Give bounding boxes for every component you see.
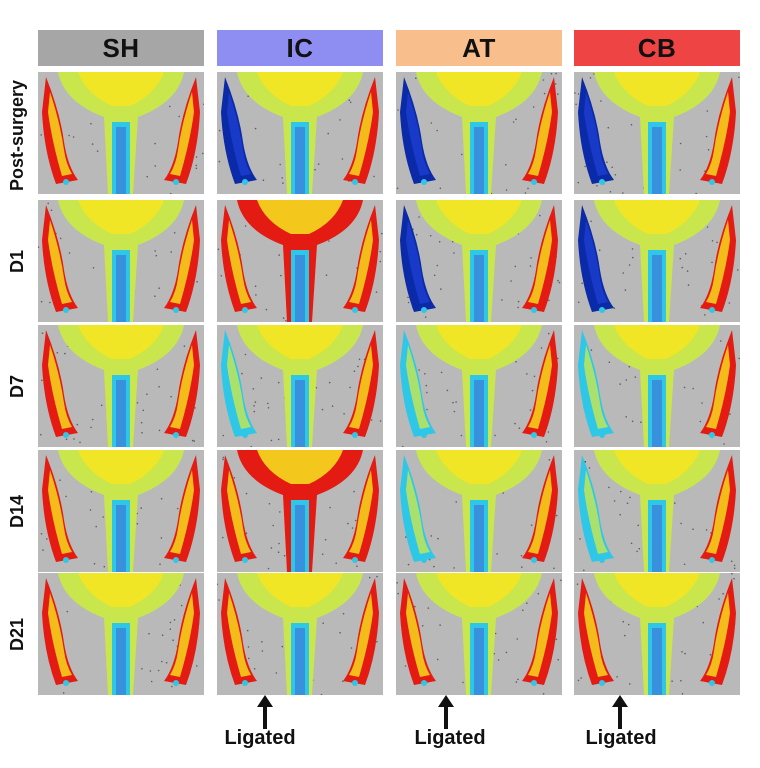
column-header-sh: SH xyxy=(38,30,204,66)
column-label: IC xyxy=(286,32,314,63)
thermal-image-at-d21 xyxy=(396,573,562,695)
row-label-d21: D21 xyxy=(7,617,28,651)
thermal-image-ic-d14 xyxy=(217,450,383,572)
thermal-image-sh-d21 xyxy=(38,573,204,695)
ligated-label-cb: Ligated xyxy=(585,727,657,749)
row-label-d1: D1 xyxy=(7,249,28,273)
column-label: CB xyxy=(637,32,677,63)
column-header-cb: CB xyxy=(574,30,740,66)
arrow-up-icon-cb xyxy=(612,695,628,729)
thermal-image-cb-post-surgery xyxy=(574,72,740,194)
thermal-image-ic-d1 xyxy=(217,200,383,322)
thermal-image-cb-d1 xyxy=(574,200,740,322)
column-label: SH xyxy=(102,32,140,63)
arrow-up-icon-ic xyxy=(257,695,273,729)
thermal-image-at-d14 xyxy=(396,450,562,572)
thermal-image-ic-d7 xyxy=(217,325,383,447)
thermal-image-sh-d14 xyxy=(38,450,204,572)
arrow-up-icon-at xyxy=(438,695,454,729)
column-header-at: AT xyxy=(396,30,562,66)
column-label: AT xyxy=(462,32,496,63)
thermal-image-at-d7 xyxy=(396,325,562,447)
column-header-ic: IC xyxy=(217,30,383,66)
thermal-image-at-d1 xyxy=(396,200,562,322)
thermal-image-at-post-surgery xyxy=(396,72,562,194)
thermal-image-cb-d21 xyxy=(574,573,740,695)
thermal-image-sh-post-surgery xyxy=(38,72,204,194)
ligated-label-at: Ligated xyxy=(414,727,486,749)
thermal-image-ic-d21 xyxy=(217,573,383,695)
row-label-d14: D14 xyxy=(7,494,28,528)
row-label-post-surgery: Post-surgery xyxy=(7,79,28,191)
thermal-image-ic-post-surgery xyxy=(217,72,383,194)
ligated-label-ic: Ligated xyxy=(224,727,296,749)
thermal-image-cb-d7 xyxy=(574,325,740,447)
row-label-d7: D7 xyxy=(7,374,28,398)
thermal-image-sh-d7 xyxy=(38,325,204,447)
thermal-image-sh-d1 xyxy=(38,200,204,322)
thermal-image-cb-d14 xyxy=(574,450,740,572)
